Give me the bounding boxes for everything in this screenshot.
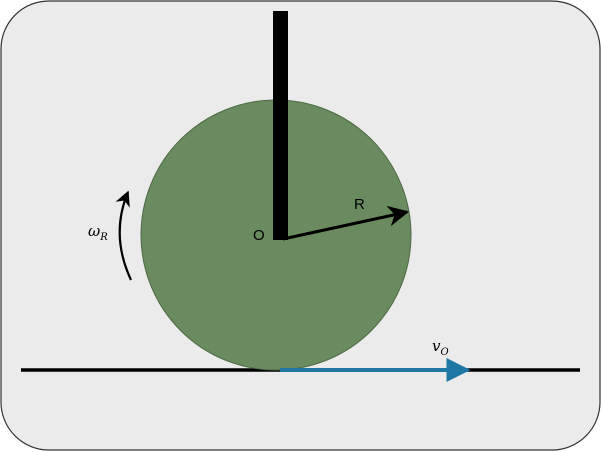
radius-label: R	[354, 196, 365, 213]
center-label: O	[253, 227, 265, 244]
velocity-subscript: O	[440, 347, 448, 358]
angular-velocity-arrow	[115, 190, 132, 281]
radius-arrow	[282, 205, 410, 241]
velocity-label: vO	[432, 337, 449, 358]
vertical-rod	[273, 11, 288, 240]
velocity-symbol: v	[432, 337, 441, 355]
angular-velocity-symbol: ω	[88, 222, 100, 240]
angular-velocity-label: ωR	[88, 222, 108, 243]
angular-velocity-subscript: R	[99, 232, 108, 243]
